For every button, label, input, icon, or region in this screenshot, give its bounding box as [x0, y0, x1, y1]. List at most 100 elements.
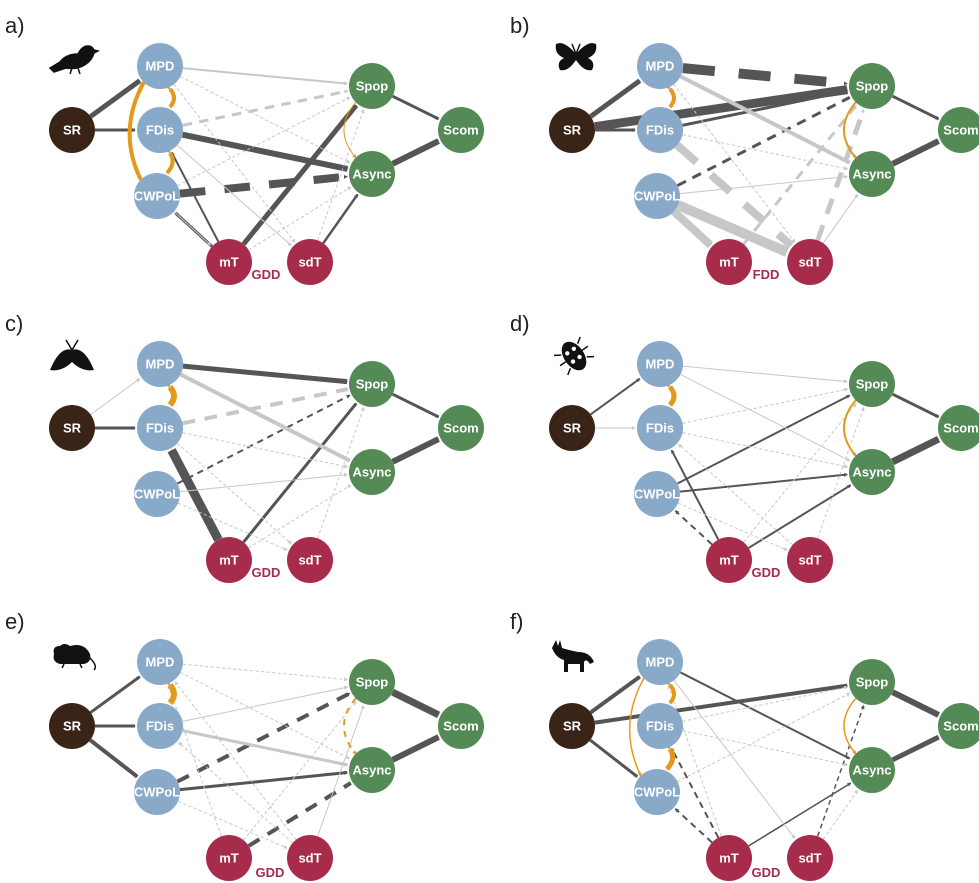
node-sr: SR: [49, 405, 95, 451]
node-spop: Spop: [349, 63, 395, 109]
node-circle: [637, 43, 683, 89]
node-mpd: MPD: [637, 639, 683, 685]
path-edge-fdis-sdt: [176, 144, 292, 247]
node-spop: Spop: [849, 63, 895, 109]
path-edge-sr-mpd: [89, 78, 142, 119]
node-circle: [787, 835, 833, 881]
climate-driver-label: GDD: [252, 565, 281, 580]
path-edge-fdis-spop: [182, 387, 349, 426]
node-label: mT: [219, 553, 239, 568]
node-circle: [634, 173, 680, 219]
node-async: Async: [349, 449, 395, 495]
node-label: CWPoL: [634, 785, 680, 800]
covariance-mpd-fdis: [666, 85, 676, 109]
path-edge-mpd-sdt: [673, 679, 796, 839]
node-label: Scom: [943, 421, 978, 436]
path-edge-sr-mpd: [89, 675, 141, 714]
node-scom: Scom: [938, 703, 979, 749]
node-circle: [49, 107, 95, 153]
node-circle: [849, 449, 895, 495]
node-label: FDis: [646, 123, 674, 138]
node-spop: Spop: [849, 659, 895, 705]
path-edge-sr-cwpol: [589, 738, 639, 778]
node-circle: [637, 405, 683, 451]
path-edge-async-scom: [391, 436, 440, 465]
path-edge-cwpol-sdt: [676, 200, 790, 257]
node-circle: [137, 639, 183, 685]
path-edge-sr-cwpol: [88, 738, 139, 779]
path-edge-sdt-spop: [317, 108, 365, 241]
node-label: Scom: [443, 421, 478, 436]
node-label: MPD: [146, 357, 175, 372]
climate-driver-label: GDD: [752, 565, 781, 580]
node-circle: [787, 537, 833, 583]
panel-a: a) SR MPD FDis CWPoL Spop Async Scom mT sdT GDD: [5, 13, 484, 285]
node-label: Async: [852, 167, 891, 182]
butterfly-icon: [555, 43, 597, 71]
path-edge-mt-fdis: [670, 449, 720, 541]
path-edges: [589, 671, 940, 847]
node-label: FDis: [146, 421, 174, 436]
covariance-spop-async: [843, 98, 860, 159]
node-async: Async: [849, 151, 895, 197]
node-circle: [438, 107, 484, 153]
path-edge-mt-mpd: [667, 684, 722, 837]
path-edge-mpd-async: [179, 372, 351, 463]
covariance-fdis-cwpol: [165, 149, 175, 175]
node-circle: [137, 107, 183, 153]
path-edges: [590, 365, 941, 551]
node-circle: [349, 449, 395, 495]
path-edge-cwpol-spop: [677, 692, 851, 782]
path-edge-spop-scom: [891, 689, 940, 718]
node-label: sdT: [298, 255, 321, 270]
node-label: Spop: [856, 377, 889, 392]
node-label: Async: [852, 763, 891, 778]
node-mpd: MPD: [137, 341, 183, 387]
node-fdis: FDis: [137, 405, 183, 451]
path-edges: [88, 663, 441, 849]
node-label: sdT: [798, 851, 821, 866]
path-edge-fdis-async: [682, 730, 849, 767]
node-label: MPD: [146, 655, 175, 670]
node-circle: [349, 747, 395, 793]
node-label: Scom: [443, 719, 478, 734]
node-circle: [349, 63, 395, 109]
path-edge-sr-mpd: [590, 377, 641, 416]
node-label: Async: [352, 465, 391, 480]
path-edge-cwpol-spop: [677, 394, 851, 485]
panel-label: f): [510, 609, 523, 634]
node-mt: mT: [206, 537, 252, 583]
covariance-mpd-cwpol: [127, 78, 148, 181]
covariance-mpd-fdis: [666, 383, 677, 407]
path-edge-sr-spop: [594, 85, 849, 132]
panel-f: f) SR MPD FDis CWPoL Spop Async Scom mT sdT GDD: [510, 609, 979, 881]
node-circle: [438, 405, 484, 451]
node-scom: Scom: [938, 107, 979, 153]
node-async: Async: [349, 151, 395, 197]
node-label: Async: [352, 763, 391, 778]
node-sr: SR: [549, 405, 595, 451]
node-label: MPD: [646, 655, 675, 670]
node-fdis: FDis: [137, 107, 183, 153]
node-sdt: sdT: [287, 537, 333, 583]
path-edges: [89, 67, 440, 251]
path-edge-mt-async: [248, 186, 352, 251]
node-label: FDis: [646, 421, 674, 436]
node-circle: [549, 703, 595, 749]
node-sr: SR: [49, 703, 95, 749]
path-edge-sr-spop: [594, 683, 849, 725]
node-circle: [287, 835, 333, 881]
covariance-mpd-fdis: [166, 383, 177, 407]
node-circle: [349, 361, 395, 407]
node-circle: [137, 341, 183, 387]
path-edge-fdis-spop: [182, 89, 349, 127]
covariance-edges: [666, 383, 860, 457]
node-label: mT: [719, 255, 739, 270]
node-circle: [634, 769, 680, 815]
covariance-mpd-fdis: [166, 681, 177, 705]
node-sr: SR: [49, 107, 95, 153]
node-mt: mT: [706, 239, 752, 285]
node-label: CWPoL: [134, 785, 180, 800]
path-edge-sdt-async: [822, 193, 859, 244]
node-spop: Spop: [349, 659, 395, 705]
